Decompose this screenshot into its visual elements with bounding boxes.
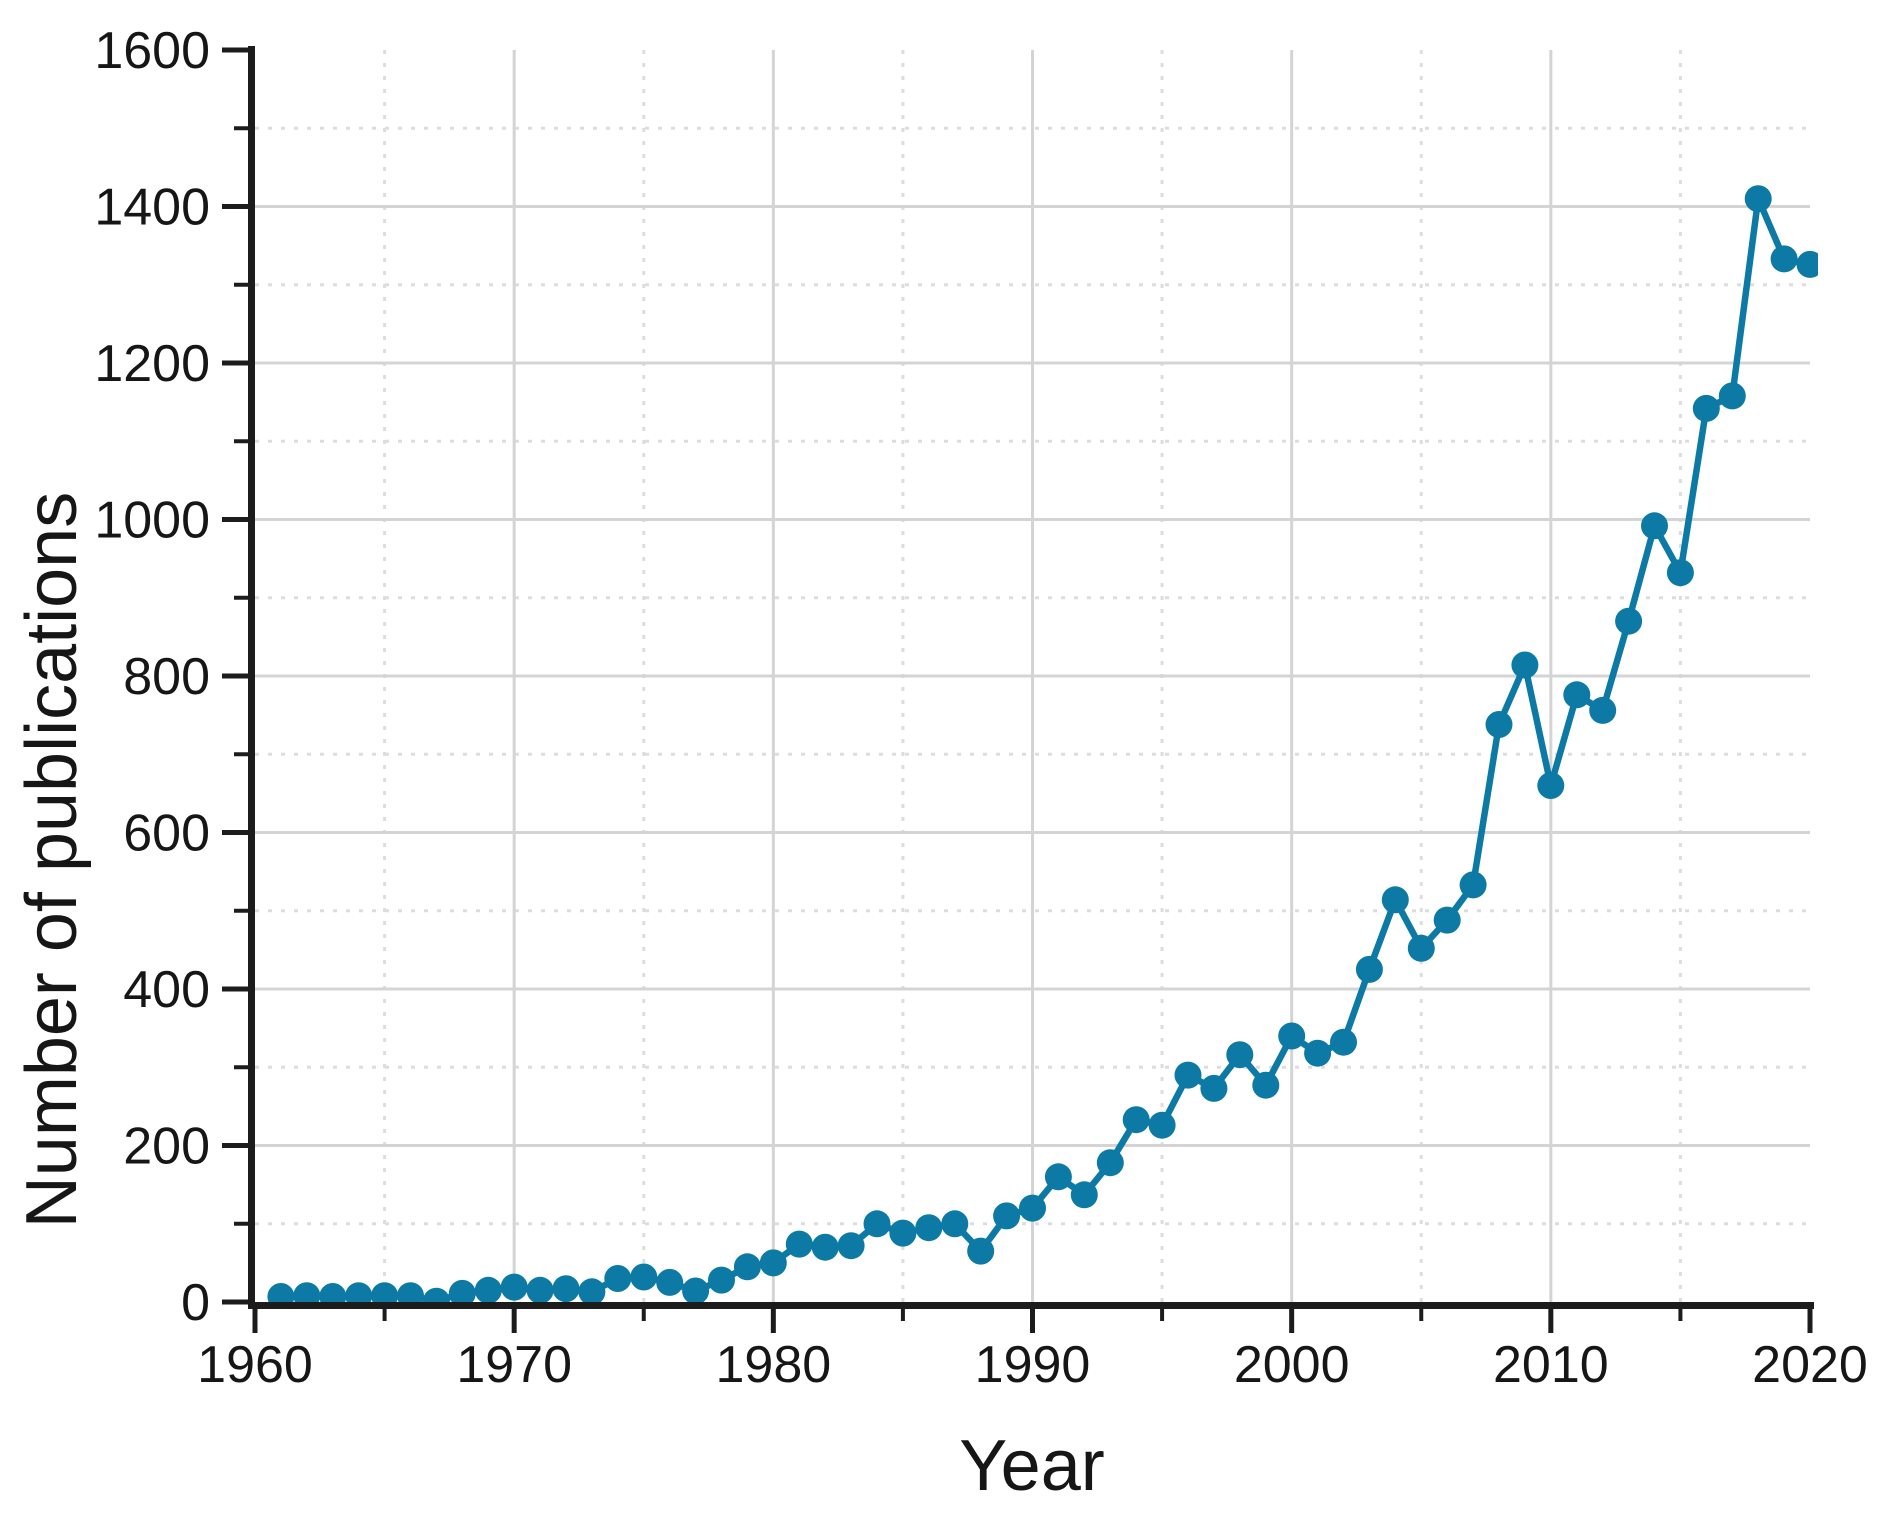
data-point-1971 — [526, 1276, 554, 1302]
data-point-1995 — [1148, 1111, 1176, 1139]
data-point-2016 — [1692, 394, 1720, 422]
data-point-1999 — [1252, 1071, 1280, 1099]
data-point-1984 — [863, 1210, 891, 1238]
data-point-1961 — [267, 1283, 295, 1302]
x-axis-title: Year — [959, 1426, 1104, 1506]
y-tick-label-1200: 1200 — [94, 335, 210, 393]
y-tick-label-800: 800 — [123, 648, 210, 706]
data-point-1992 — [1070, 1181, 1098, 1209]
data-point-2010 — [1537, 772, 1565, 799]
data-point-1987 — [941, 1210, 969, 1238]
data-point-1970 — [500, 1273, 528, 1301]
data-point-2020 — [1796, 250, 1818, 278]
data-point-1973 — [578, 1278, 606, 1302]
y-tick-label-200: 200 — [123, 1118, 210, 1176]
data-point-2003 — [1355, 955, 1383, 983]
data-point-2006 — [1433, 906, 1461, 934]
data-point-1986 — [915, 1214, 943, 1242]
y-tick-label-400: 400 — [123, 961, 210, 1019]
data-point-2007 — [1459, 871, 1487, 899]
data-point-2008 — [1485, 711, 1513, 738]
data-point-1966 — [397, 1282, 424, 1302]
data-point-2009 — [1511, 651, 1539, 679]
data-point-1968 — [448, 1279, 476, 1302]
data-point-2019 — [1770, 245, 1798, 273]
data-point-2001 — [1304, 1039, 1332, 1067]
y-tick-label-600: 600 — [123, 805, 210, 863]
data-point-1962 — [293, 1282, 321, 1302]
data-point-1979 — [733, 1253, 761, 1281]
data-point-1997 — [1200, 1074, 1228, 1102]
data-point-2015 — [1666, 559, 1694, 587]
data-point-1972 — [552, 1275, 580, 1302]
data-point-1985 — [889, 1219, 917, 1247]
data-point-2018 — [1744, 185, 1772, 213]
y-tick-label-1400: 1400 — [94, 179, 210, 237]
x-tick-label-2010: 2010 — [1493, 1336, 1609, 1394]
x-tick-label-1970: 1970 — [456, 1336, 572, 1394]
x-tick-label-1990: 1990 — [975, 1336, 1091, 1394]
y-axis-title: Number of publications — [12, 492, 92, 1228]
data-point-2004 — [1381, 886, 1409, 914]
axes-layer — [248, 46, 1814, 1309]
data-point-1976 — [656, 1268, 684, 1296]
data-point-1990 — [1019, 1194, 1046, 1222]
data-point-1982 — [811, 1233, 839, 1261]
data-point-1978 — [708, 1266, 735, 1294]
data-point-2017 — [1718, 382, 1746, 410]
x-tick-label-2020: 2020 — [1752, 1336, 1868, 1394]
data-point-1994 — [1122, 1106, 1150, 1134]
data-point-1998 — [1226, 1041, 1254, 1069]
data-point-1991 — [1044, 1163, 1072, 1191]
y-tick-label-0: 0 — [181, 1274, 210, 1332]
data-point-1974 — [604, 1265, 632, 1292]
data-point-1983 — [837, 1232, 865, 1260]
gridlines-major — [255, 50, 1810, 1302]
data-point-1989 — [993, 1202, 1021, 1230]
data-point-1963 — [319, 1283, 347, 1302]
x-tick-label-1980: 1980 — [715, 1336, 831, 1394]
data-point-2000 — [1278, 1022, 1306, 1050]
data-point-1975 — [630, 1263, 658, 1291]
data-point-2013 — [1615, 607, 1643, 635]
y-tick-label-1600: 1600 — [94, 22, 210, 80]
data-point-1980 — [759, 1249, 787, 1277]
data-point-1981 — [785, 1230, 813, 1258]
data-point-1996 — [1174, 1061, 1202, 1089]
data-point-2012 — [1589, 696, 1617, 724]
data-point-2014 — [1641, 512, 1668, 540]
data-point-1969 — [474, 1276, 502, 1302]
data-point-1988 — [967, 1237, 995, 1265]
data-point-2002 — [1330, 1028, 1357, 1056]
data-point-2005 — [1407, 934, 1435, 962]
tick-labels-layer: 0 200 400 600 800 1000 1200 1400 1600 1960 1970 198… — [94, 22, 1868, 1394]
data-point-1967 — [422, 1287, 450, 1302]
data-point-1965 — [371, 1282, 399, 1302]
x-tick-label-2000: 2000 — [1234, 1336, 1350, 1394]
data-point-1977 — [682, 1277, 710, 1302]
y-tick-label-1000: 1000 — [94, 492, 210, 550]
x-tick-label-1960: 1960 — [197, 1336, 313, 1394]
data-point-2011 — [1563, 681, 1591, 709]
data-series-layer — [267, 185, 1818, 1302]
data-point-1964 — [345, 1282, 373, 1302]
data-point-1993 — [1096, 1149, 1124, 1177]
ticks-layer — [222, 47, 1813, 1333]
